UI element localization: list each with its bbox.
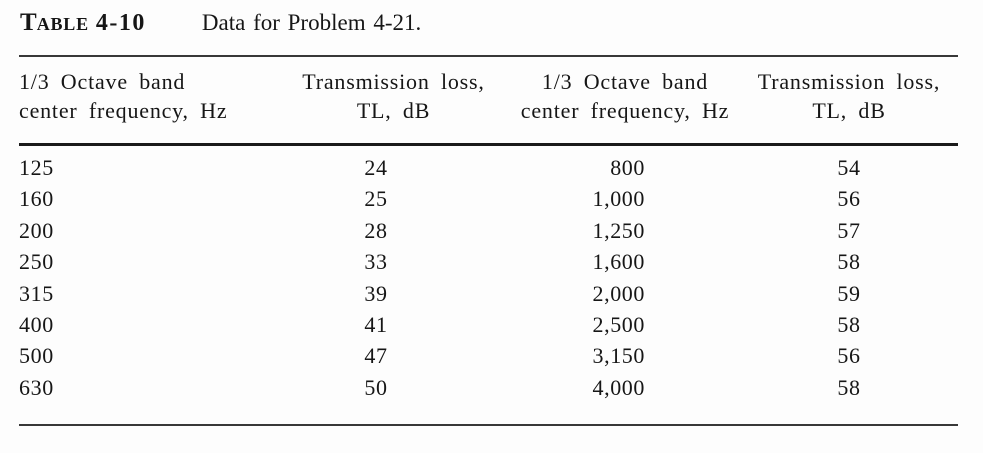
table-cell: 50	[364, 374, 388, 400]
table-cell: 39	[364, 280, 388, 306]
table-word-rest: ABLE	[36, 14, 89, 34]
header-cell-tl-left: Transmission loss, TL, dB	[277, 67, 510, 125]
table-cell: 2,500	[592, 311, 645, 337]
table-cell: 800	[610, 155, 645, 180]
header-line2: TL, dB	[812, 98, 886, 123]
header-line2: TL, dB	[356, 98, 431, 123]
header-cell-tl-right: Transmission loss, TL, dB	[740, 67, 958, 125]
header-line1: 1/3 Octave band	[19, 69, 186, 94]
table-cell: 58	[837, 249, 861, 275]
table-cell: 25	[364, 186, 388, 212]
table-cell: 28	[364, 217, 388, 243]
table-cell: 200	[19, 217, 54, 243]
table-cell: 54	[837, 155, 861, 180]
header-line1: 1/3 Octave band	[541, 69, 709, 94]
header-line1: Transmission loss,	[302, 69, 485, 94]
table-cell: 630	[19, 374, 54, 400]
table-cell: 47	[364, 343, 388, 369]
table-title: TABLE 4-10 Data for Problem 4-21.	[20, 9, 421, 37]
table-cell: 24	[364, 155, 388, 180]
table-cell: 3,150	[592, 343, 645, 369]
table-cell: 1,600	[592, 249, 645, 275]
table-body: 125 24 800 54 160 25 1,000 56 200 28 1,2…	[19, 152, 958, 403]
table-cell: 57	[837, 217, 861, 243]
table-cell: 41	[364, 311, 388, 337]
table-cell: 500	[19, 343, 54, 369]
header-line1: Transmission loss,	[757, 69, 941, 94]
table-cell: 250	[19, 249, 54, 275]
table-cell: 56	[837, 186, 861, 212]
table-number: 4-10	[95, 10, 146, 36]
header-cell-frequency-right: 1/3 Octave band center frequency, Hz	[510, 67, 740, 125]
table-cell: 33	[364, 249, 388, 275]
table-cell: 400	[19, 311, 54, 337]
header-line2: center frequency, Hz	[520, 98, 730, 123]
rule-header-separator	[19, 143, 958, 146]
table-cell: 1,000	[592, 186, 645, 212]
table-cell: 58	[837, 311, 861, 337]
table-cell: 58	[837, 374, 861, 400]
table-word-initial: T	[20, 9, 37, 36]
table-header-row: 1/3 Octave band center frequency, Hz Tra…	[19, 67, 958, 125]
rule-top	[19, 55, 958, 57]
table-cell: 125	[19, 155, 54, 180]
table-cell: 1,250	[592, 217, 645, 243]
table-cell: 160	[19, 186, 54, 212]
table-cell: 2,000	[592, 280, 645, 306]
rule-bottom	[19, 424, 958, 426]
header-line2: center frequency, Hz	[19, 98, 228, 123]
table-label: TABLE 4-10	[20, 9, 146, 36]
table-cell: 59	[837, 280, 861, 306]
table-cell: 56	[837, 343, 861, 369]
table-caption-text: Data for Problem 4-21.	[201, 10, 422, 35]
header-cell-frequency-left: 1/3 Octave band center frequency, Hz	[19, 67, 277, 125]
table-cell: 315	[19, 280, 54, 306]
table-cell: 4,000	[592, 374, 645, 400]
